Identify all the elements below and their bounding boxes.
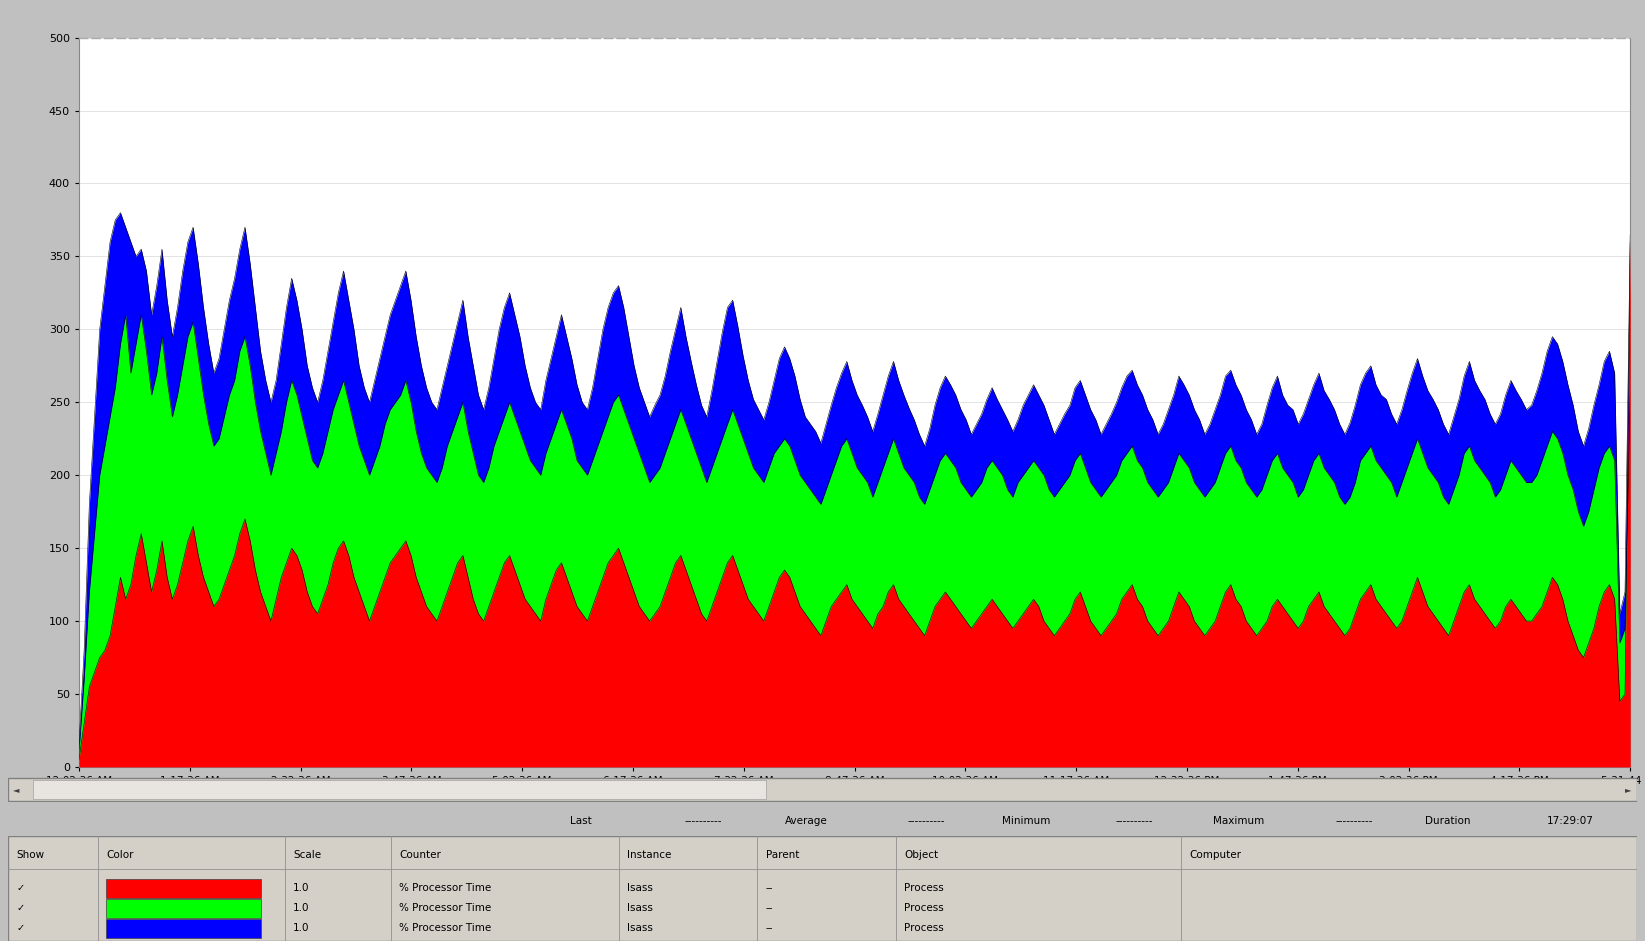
Text: Counter: Counter xyxy=(400,850,441,859)
Text: lsass: lsass xyxy=(627,903,653,914)
FancyBboxPatch shape xyxy=(8,778,1637,801)
Text: ✓: ✓ xyxy=(16,884,25,893)
Text: ◄: ◄ xyxy=(13,785,20,794)
FancyBboxPatch shape xyxy=(8,836,1637,941)
Text: % Processor Time: % Processor Time xyxy=(400,903,492,914)
Text: lsass: lsass xyxy=(627,884,653,893)
Text: --: -- xyxy=(765,884,773,893)
Text: Process: Process xyxy=(905,884,944,893)
Text: % Processor Time: % Processor Time xyxy=(400,884,492,893)
Text: Process: Process xyxy=(905,903,944,914)
Text: Maximum: Maximum xyxy=(1214,816,1265,826)
Text: 17:29:07: 17:29:07 xyxy=(1548,816,1594,826)
FancyBboxPatch shape xyxy=(33,780,765,799)
Text: Duration: Duration xyxy=(1425,816,1471,826)
Text: ----------: ---------- xyxy=(1336,816,1374,826)
Text: --: -- xyxy=(765,903,773,914)
Text: 1.0: 1.0 xyxy=(293,884,309,893)
Text: Minimum: Minimum xyxy=(1002,816,1050,826)
Text: ►: ► xyxy=(1625,785,1632,794)
Text: ----------: ---------- xyxy=(684,816,722,826)
Text: ✓: ✓ xyxy=(16,903,25,914)
Text: 1.0: 1.0 xyxy=(293,903,309,914)
Text: Process: Process xyxy=(905,923,944,933)
Text: Object: Object xyxy=(905,850,938,859)
Text: ----------: ---------- xyxy=(906,816,944,826)
Text: Average: Average xyxy=(785,816,827,826)
Text: ----------: ---------- xyxy=(1115,816,1153,826)
Text: Computer: Computer xyxy=(1189,850,1240,859)
Text: Instance: Instance xyxy=(627,850,671,859)
Text: lsass: lsass xyxy=(627,923,653,933)
Text: % Processor Time: % Processor Time xyxy=(400,923,492,933)
Text: Color: Color xyxy=(105,850,133,859)
Text: ✓: ✓ xyxy=(16,923,25,933)
Text: 1.0: 1.0 xyxy=(293,923,309,933)
FancyBboxPatch shape xyxy=(105,879,260,898)
Text: Show: Show xyxy=(16,850,44,859)
FancyBboxPatch shape xyxy=(105,919,260,938)
Text: --: -- xyxy=(765,923,773,933)
FancyBboxPatch shape xyxy=(105,900,260,917)
Text: Parent: Parent xyxy=(765,850,799,859)
Text: Last: Last xyxy=(571,816,592,826)
Text: Scale: Scale xyxy=(293,850,321,859)
